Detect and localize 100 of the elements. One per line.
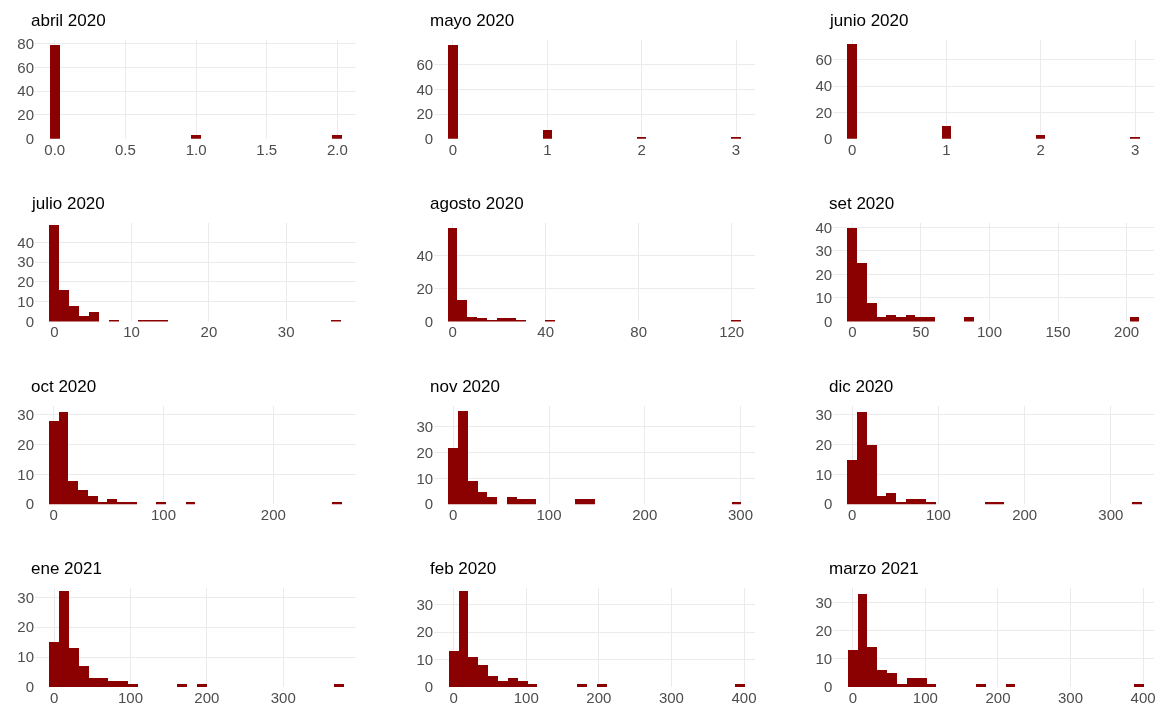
y-tick-label: 40 (17, 82, 34, 100)
chart-title: marzo 2021 (829, 559, 919, 578)
y-tick-label: 0 (25, 312, 34, 330)
x-tick-label: 100 (117, 689, 143, 706)
x-tick-label: 20 (200, 323, 218, 341)
x-tick-label: 1 (543, 140, 552, 158)
y-tick-label: 30 (815, 242, 833, 260)
x-tick-label: 100 (925, 506, 951, 524)
x-tick-label: 0 (449, 689, 458, 706)
x-tick-label: 300 (658, 689, 684, 706)
y-tick-label: 0 (424, 312, 434, 330)
chart-title: abril 2020 (31, 11, 106, 30)
x-tick-label: 80 (630, 323, 648, 341)
chart-title: mayo 2020 (430, 11, 515, 30)
y-tick-label: 20 (815, 435, 833, 453)
y-tick-label: 30 (416, 417, 434, 435)
x-tick-label: 30 (277, 323, 295, 341)
x-tick-label: 200 (1114, 323, 1140, 341)
chart-title: nov 2020 (430, 377, 500, 396)
x-tick-label: 0 (848, 323, 857, 341)
x-tick-label: 0 (448, 140, 458, 158)
y-tick-label: 30 (815, 405, 833, 423)
y-tick-label: 20 (416, 279, 434, 297)
x-tick-label: 200 (260, 506, 286, 524)
x-tick-label: 100 (513, 689, 539, 706)
x-tick-label: 0 (847, 140, 857, 158)
x-tick-label: 3 (731, 140, 741, 158)
x-tick-label: 0.5 (115, 140, 136, 158)
chart-title: agosto 2020 (430, 194, 524, 213)
y-tick-label: 60 (815, 50, 833, 68)
x-tick-label: 200 (194, 689, 220, 706)
x-tick-label: 200 (632, 506, 658, 524)
x-tick-label: 400 (1130, 689, 1156, 706)
y-tick-label: 10 (815, 289, 833, 307)
x-tick-label: 1.5 (256, 140, 278, 158)
y-tick-label: 0 (424, 495, 434, 513)
x-tick-label: 0 (448, 323, 457, 341)
x-tick-label: 0 (848, 689, 857, 706)
y-tick-label: 10 (416, 469, 434, 487)
y-tick-label: 80 (17, 34, 34, 52)
x-tick-label: 2 (637, 140, 646, 158)
x-tick-label: 1 (942, 140, 951, 158)
x-tick-label: 10 (123, 323, 140, 341)
x-tick-label: 200 (586, 689, 612, 706)
y-tick-label: 10 (17, 292, 34, 310)
x-tick-label: 1.0 (185, 140, 207, 158)
y-tick-label: 40 (416, 246, 434, 264)
y-tick-label: 10 (815, 650, 833, 668)
x-tick-label: 100 (536, 506, 562, 524)
x-tick-label: 300 (1098, 506, 1124, 524)
x-tick-label: 0 (49, 689, 59, 706)
y-tick-label: 20 (17, 273, 34, 291)
y-tick-label: 60 (17, 58, 34, 76)
x-tick-label: 0.0 (44, 140, 66, 158)
chart-title: junio 2020 (829, 11, 909, 30)
y-tick-label: 0 (424, 129, 434, 147)
x-tick-label: 0 (50, 323, 59, 341)
y-tick-label: 40 (17, 233, 34, 251)
x-tick-label: 2.0 (326, 140, 348, 158)
y-tick-label: 20 (17, 106, 34, 124)
x-tick-label: 300 (270, 689, 296, 706)
y-tick-label: 0 (25, 495, 34, 513)
y-tick-label: 20 (815, 265, 833, 283)
chart-title: dic 2020 (829, 377, 894, 396)
chart-title: set 2020 (829, 194, 895, 213)
y-tick-label: 0 (25, 129, 34, 147)
x-tick-label: 150 (1045, 323, 1071, 341)
x-tick-label: 50 (912, 323, 930, 341)
chart-title: feb 2020 (430, 559, 497, 578)
y-tick-label: 10 (416, 650, 434, 668)
y-tick-label: 20 (815, 621, 833, 639)
y-tick-label: 20 (416, 623, 434, 641)
y-tick-label: 10 (17, 465, 34, 483)
x-tick-label: 100 (912, 689, 938, 706)
chart-title: julio 2020 (31, 194, 105, 213)
y-tick-label: 0 (823, 312, 833, 330)
x-tick-label: 3 (1130, 140, 1140, 158)
x-tick-label: 40 (537, 323, 555, 341)
y-tick-label: 20 (17, 435, 34, 453)
y-tick-label: 20 (815, 103, 833, 121)
y-tick-label: 0 (823, 129, 833, 147)
y-tick-label: 40 (815, 77, 833, 95)
x-tick-label: 0 (449, 506, 458, 524)
x-tick-label: 200 (1012, 506, 1038, 524)
x-tick-label: 120 (719, 323, 745, 341)
y-tick-label: 20 (416, 443, 434, 461)
y-tick-label: 30 (416, 596, 434, 614)
y-tick-label: 30 (815, 593, 833, 611)
x-tick-label: 200 (985, 689, 1011, 706)
y-tick-label: 20 (416, 105, 434, 123)
y-tick-label: 40 (815, 218, 833, 236)
y-tick-label: 40 (416, 80, 434, 98)
y-tick-label: 30 (17, 405, 34, 423)
y-tick-label: 10 (815, 465, 833, 483)
chart-title: ene 2021 (31, 559, 102, 578)
x-tick-label: 300 (1058, 689, 1084, 706)
y-tick-label: 30 (17, 588, 34, 606)
y-tick-label: 20 (17, 618, 34, 636)
x-tick-label: 0 (49, 506, 58, 524)
y-tick-label: 10 (17, 648, 34, 666)
